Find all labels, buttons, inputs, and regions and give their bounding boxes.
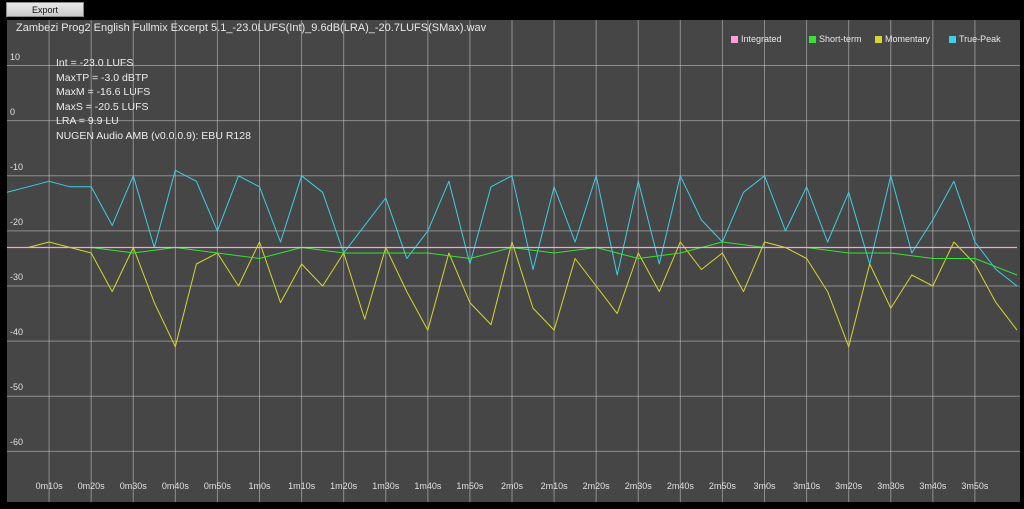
x-tick-label: 0m40s bbox=[161, 481, 189, 491]
x-tick-label: 2m30s bbox=[624, 481, 652, 491]
legend-swatch bbox=[875, 35, 882, 43]
x-tick-label: 2m20s bbox=[582, 481, 610, 491]
x-tick-label: 3m0s bbox=[753, 481, 776, 491]
legend-label: Integrated bbox=[741, 34, 782, 44]
y-tick-label: -30 bbox=[10, 272, 24, 283]
x-tick-label: 3m50s bbox=[961, 481, 989, 491]
stat-integrated: Int = -23.0 LUFS bbox=[56, 57, 134, 69]
y-tick-label: -40 bbox=[10, 327, 24, 338]
x-tick-label: 1m20s bbox=[330, 481, 358, 491]
x-tick-label: 0m30s bbox=[119, 481, 147, 491]
y-tick-label: 10 bbox=[10, 51, 21, 62]
stat-max-short-term: MaxS = -20.5 LUFS bbox=[56, 100, 149, 113]
stat-max-momentary: MaxM = -16.6 LUFS bbox=[56, 86, 151, 99]
x-tick-label: 0m20s bbox=[77, 481, 105, 491]
x-tick-label: 3m40s bbox=[919, 481, 947, 491]
x-tick-label: 1m30s bbox=[372, 481, 400, 491]
series-line-momentary bbox=[7, 241, 1018, 348]
legend-label: True-Peak bbox=[959, 34, 1001, 44]
series-line-true-peak bbox=[7, 169, 1018, 287]
x-tick-label: 1m0s bbox=[248, 481, 271, 491]
x-tick-label: 3m30s bbox=[877, 481, 905, 491]
x-tick-label: 0m10s bbox=[35, 481, 63, 491]
stat-max-true-peak: MaxTP = -3.0 dBTP bbox=[56, 71, 149, 84]
x-tick-label: 3m20s bbox=[835, 481, 863, 491]
legend-item: Momentary bbox=[875, 34, 930, 44]
x-tick-label: 2m50s bbox=[708, 481, 736, 491]
legend-item: Short-term bbox=[809, 34, 862, 44]
y-tick-label: -10 bbox=[10, 161, 24, 172]
legend-label: Momentary bbox=[885, 34, 931, 44]
legend-item: True-Peak bbox=[949, 34, 1001, 44]
toolbar: Export bbox=[0, 0, 1024, 20]
loudness-stats: Int = -23.0 LUFS MaxTP = -3.0 dBTP MaxM … bbox=[56, 56, 251, 144]
stat-meter-version: NUGEN Audio AMB (v0.0.0.9): EBU R128 bbox=[56, 129, 251, 142]
y-tick-label: -20 bbox=[10, 216, 24, 227]
legend-swatch bbox=[731, 35, 738, 43]
x-tick-label: 2m10s bbox=[540, 481, 568, 491]
x-tick-label: 2m40s bbox=[666, 481, 694, 491]
chart-title: Zambezi Prog2 English Fullmix Excerpt 5.… bbox=[16, 22, 487, 34]
x-tick-label: 3m10s bbox=[793, 481, 821, 491]
y-tick-label: 0 bbox=[10, 106, 16, 117]
legend-item: Integrated bbox=[731, 34, 782, 44]
legend-swatch bbox=[809, 35, 816, 43]
legend-label: Short-term bbox=[819, 34, 862, 44]
chart-plot bbox=[7, 20, 1020, 502]
x-tick-label: 1m50s bbox=[456, 481, 484, 491]
stat-lra: LRA = 9.9 LU bbox=[56, 115, 119, 128]
y-tick-label: -60 bbox=[10, 437, 24, 448]
loudness-chart: Zambezi Prog2 English Fullmix Excerpt 5.… bbox=[7, 20, 1020, 502]
legend-swatch bbox=[949, 35, 956, 43]
x-tick-label: 1m40s bbox=[414, 481, 442, 491]
x-tick-label: 2m0s bbox=[500, 481, 524, 491]
y-tick-label: -50 bbox=[10, 382, 24, 393]
x-tick-label: 1m10s bbox=[288, 481, 316, 491]
x-tick-label: 0m50s bbox=[203, 481, 231, 491]
export-button[interactable]: Export bbox=[6, 2, 84, 17]
